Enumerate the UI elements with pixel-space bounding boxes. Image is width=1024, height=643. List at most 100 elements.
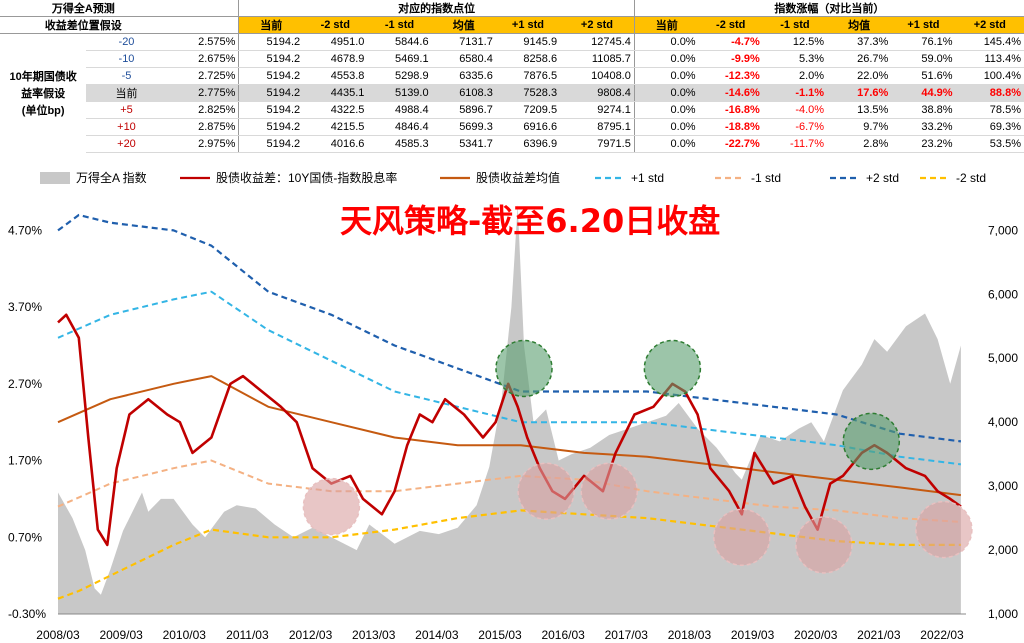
change-col-header: +2 std bbox=[955, 16, 1024, 34]
points-col-header: -1 std bbox=[367, 16, 432, 34]
table-row: +10 2.875% 5194.2 4215.5 4846.4 5699.3 6916.6 8… bbox=[0, 118, 1024, 136]
chart-axes: 2008/03 2009/03 2010/03 2011/03 2012/03 2013/… bbox=[8, 223, 1018, 642]
points-cell: 4585.3 bbox=[367, 135, 432, 153]
change-cell: -11.7% bbox=[762, 135, 828, 153]
points-cell: 8258.6 bbox=[495, 50, 561, 68]
yield-cell: 2.675% bbox=[166, 50, 239, 68]
points-cell: 4016.6 bbox=[303, 135, 368, 153]
change-cell: 44.9% bbox=[891, 84, 956, 102]
change-cell: 69.3% bbox=[955, 118, 1024, 136]
change-cell: 59.0% bbox=[891, 50, 956, 68]
table-header-row-2: 收益差位置假设 当前 -2 std -1 std 均值 +1 std +2 std 当前 -2… bbox=[0, 16, 1024, 34]
points-cell: 6580.4 bbox=[431, 50, 496, 68]
points-group-header: 对应的指数点位 bbox=[238, 0, 635, 17]
y-right-tick-label: 2,000 bbox=[988, 543, 1018, 557]
change-cell: 2.0% bbox=[762, 67, 828, 85]
chart-title: 天风策略-截至6.20日收盘 bbox=[340, 202, 720, 240]
spread-mean-line bbox=[57, 375, 962, 497]
points-cell: 5194.2 bbox=[238, 101, 304, 119]
y-left-tick-label: 3.70% bbox=[8, 300, 42, 314]
points-cell: 7528.3 bbox=[495, 84, 561, 102]
x-tick-label: 2012/03 bbox=[289, 628, 333, 642]
change-cell: 5.3% bbox=[762, 50, 828, 68]
change-cell: -14.6% bbox=[698, 84, 763, 102]
change-cell: 13.5% bbox=[827, 101, 892, 119]
y-left-tick-label: 0.70% bbox=[8, 530, 42, 544]
points-cell: 6335.6 bbox=[431, 67, 496, 85]
yield-cell: 2.575% bbox=[166, 33, 239, 51]
points-cell: 11085.7 bbox=[560, 50, 635, 68]
points-cell: 7971.5 bbox=[560, 135, 635, 153]
points-cell: 4435.1 bbox=[303, 84, 368, 102]
red-highlight-circle bbox=[580, 462, 638, 520]
change-cell: 0.0% bbox=[633, 84, 699, 102]
x-tick-label: 2014/03 bbox=[415, 628, 459, 642]
points-col-header: +1 std bbox=[495, 16, 561, 34]
points-cell: 5469.1 bbox=[367, 50, 432, 68]
y-right-tick-label: 7,000 bbox=[988, 223, 1018, 237]
points-cell: 8795.1 bbox=[560, 118, 635, 136]
change-cell: 0.0% bbox=[633, 118, 699, 136]
change-cell: 100.4% bbox=[955, 67, 1024, 85]
x-tick-label: 2009/03 bbox=[99, 628, 143, 642]
change-cell: 145.4% bbox=[955, 33, 1024, 51]
y-left-tick-label: 4.70% bbox=[8, 223, 42, 237]
y-right-tick-label: 3,000 bbox=[988, 479, 1018, 493]
red-highlight-circle bbox=[713, 508, 771, 567]
change-cell: 88.8% bbox=[955, 84, 1024, 102]
points-cell: 12745.4 bbox=[560, 33, 635, 51]
points-cell: 5194.2 bbox=[238, 135, 304, 153]
points-cell: 4553.8 bbox=[303, 67, 368, 85]
change-cell: 51.6% bbox=[891, 67, 956, 85]
change-cell: 23.2% bbox=[891, 135, 956, 153]
points-cell: 9808.4 bbox=[560, 84, 635, 102]
x-tick-label: 2008/03 bbox=[36, 628, 80, 642]
x-tick-label: 2010/03 bbox=[163, 628, 207, 642]
table-row: +20 2.975% 5194.2 4016.6 4585.3 5341.7 6396.9 7… bbox=[0, 135, 1024, 153]
y-left-tick-label: 2.70% bbox=[8, 377, 42, 391]
points-cell: 5341.7 bbox=[431, 135, 496, 153]
yield-cell: 2.725% bbox=[166, 67, 239, 85]
side-label-line: 益率假设 bbox=[0, 84, 87, 102]
change-cell: -1.1% bbox=[762, 84, 828, 102]
change-cell: -18.8% bbox=[698, 118, 763, 136]
chart-legend: 万得全A 指数 股债收益差：10Y国债-指数股息率 股债收益差均值 +1 std -1 … bbox=[40, 170, 986, 185]
projection-table-grid: 万得全A预测 对应的指数点位 指数涨幅（对比当前） 收益差位置假设 当前 -2 s… bbox=[0, 0, 1024, 153]
legend-label: 股债收益差：10Y国债-指数股息率 bbox=[216, 170, 397, 185]
points-cell: 6396.9 bbox=[495, 135, 561, 153]
spread-assumption-label: 收益差位置假设 bbox=[0, 16, 167, 34]
legend-label: -1 std bbox=[751, 171, 781, 185]
change-cell: 37.3% bbox=[827, 33, 892, 51]
yield-cell: 2.825% bbox=[166, 101, 239, 119]
points-col-header: 当前 bbox=[238, 16, 304, 34]
points-cell: 5194.2 bbox=[238, 50, 304, 68]
points-cell: 4846.4 bbox=[367, 118, 432, 136]
change-cell: 113.4% bbox=[955, 50, 1024, 68]
y-right-tick-label: 1,000 bbox=[988, 607, 1018, 621]
points-col-header: 均值 bbox=[431, 16, 496, 34]
x-tick-label: 2013/03 bbox=[352, 628, 396, 642]
points-cell: 7209.5 bbox=[495, 101, 561, 119]
points-cell: 5896.7 bbox=[431, 101, 496, 119]
points-cell: 4678.9 bbox=[303, 50, 368, 68]
side-label-line: (单位bp) bbox=[0, 101, 87, 119]
projection-table: 万得全A预测 对应的指数点位 指数涨幅（对比当前） 收益差位置假设 当前 -2 s… bbox=[0, 0, 1024, 153]
x-tick-label: 2022/03 bbox=[920, 628, 964, 642]
points-cell: 5194.2 bbox=[238, 67, 304, 85]
points-col-header: -2 std bbox=[303, 16, 368, 34]
points-cell: 9145.9 bbox=[495, 33, 561, 51]
change-cell: 0.0% bbox=[633, 33, 699, 51]
change-cell: -16.8% bbox=[698, 101, 763, 119]
points-cell: 4322.5 bbox=[303, 101, 368, 119]
change-cell: 0.0% bbox=[633, 135, 699, 153]
x-tick-label: 2021/03 bbox=[857, 628, 901, 642]
points-col-header: +2 std bbox=[560, 16, 635, 34]
change-cell: 53.5% bbox=[955, 135, 1024, 153]
points-cell: 5298.9 bbox=[367, 67, 432, 85]
points-cell: 5194.2 bbox=[238, 84, 304, 102]
change-col-header: -1 std bbox=[762, 16, 828, 34]
points-cell: 5194.2 bbox=[238, 118, 304, 136]
red-highlight-circle bbox=[795, 516, 853, 574]
points-cell: 5194.2 bbox=[238, 33, 304, 51]
bp-cell: +10 bbox=[86, 118, 167, 136]
